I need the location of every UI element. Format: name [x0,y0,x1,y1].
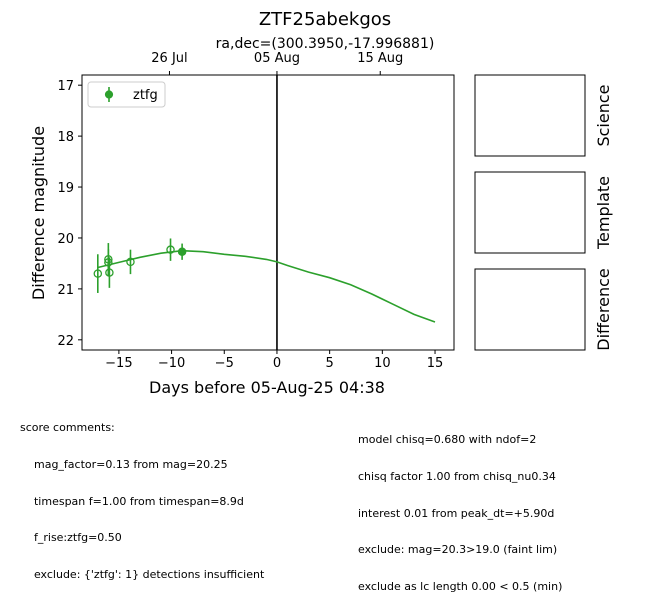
chart-subtitle: ra,dec=(300.3950,-17.996881) [216,36,435,52]
top-tick-label: 15 Aug [357,51,403,66]
y-tick-label: 19 [57,181,74,196]
x-tick-label: 5 [326,356,334,371]
stamp-science-label: Science [594,84,613,146]
top-tick-label: 05 Aug [254,51,300,66]
comment-line: exclude as lc length 0.00 < 0.5 (min) [358,579,563,593]
comment-line: model chisq=0.680 with ndof=2 [358,433,537,447]
data-point-filled [177,247,187,256]
x-tick-label: 0 [273,356,281,371]
x-tick-label: 10 [374,356,391,371]
y-axis-label: Difference magnitude [29,126,48,300]
comment-line: score comments: [20,421,115,435]
x-tick-label: 15 [427,356,444,371]
x-tick-label: −10 [158,356,185,371]
comment-line: timespan f=1.00 from timespan=8.9d [20,494,244,508]
data-point-open [166,245,175,254]
data-point-open [104,258,113,267]
comment-line: exclude: {'ztfg': 1} detections insuffic… [20,567,265,581]
y-tick-label: 17 [57,79,74,94]
x-tick-label: −15 [105,356,132,371]
chart-title: ZTF25abekgos [259,9,391,30]
stamp-difference-box [474,268,586,351]
plot-area: −15 −10 −5 0 5 10 15 17 18 19 20 21 22 26 Jul 05 Aug 15… [57,51,455,371]
x-axis-label: Days before 05-Aug-25 04:38 [149,378,385,397]
y-tick-label: 21 [57,283,74,298]
comment-line: interest 0.01 from peak_dt=+5.90d [358,506,555,520]
light-curve-figure: ZTF25abekgos ra,dec=(300.3950,-17.996881… [29,9,613,397]
y-tick-label: 22 [57,334,74,349]
axes-frame [81,74,455,351]
legend-box [87,81,166,108]
comment-line: chisq factor 1.00 from chisq_nu0.34 [358,470,556,484]
comment-line: mag_factor=0.13 from mag=20.25 [20,458,228,472]
score-comments-left: score comments: mag_factor=0.13 from mag… [20,398,264,593]
stamp-difference-label: Difference [594,268,613,350]
top-tick-label: 26 Jul [151,51,187,66]
y-tick-label: 20 [57,232,74,247]
data-point-open [105,268,114,277]
image-stamps: Science Template Difference [474,74,613,351]
stamp-science-box [474,74,586,157]
legend-marker [104,90,114,99]
stamp-template-box [474,171,586,254]
x-tick-label: −5 [215,356,234,371]
y-tick-label: 18 [57,130,74,145]
comment-line: exclude: mag=20.3>19.0 (faint lim) [358,543,558,557]
stamp-template-label: Template [594,176,613,250]
legend-label: ztfg [133,88,158,103]
model-curve [97,249,436,323]
data-point-open [93,269,103,278]
legend: ztfg [87,81,166,108]
score-comments-right: model chisq=0.680 with ndof=2 chisq fact… [358,410,562,605]
comment-line: f_rise:ztfg=0.50 [20,531,122,545]
data-point-open [126,257,135,267]
